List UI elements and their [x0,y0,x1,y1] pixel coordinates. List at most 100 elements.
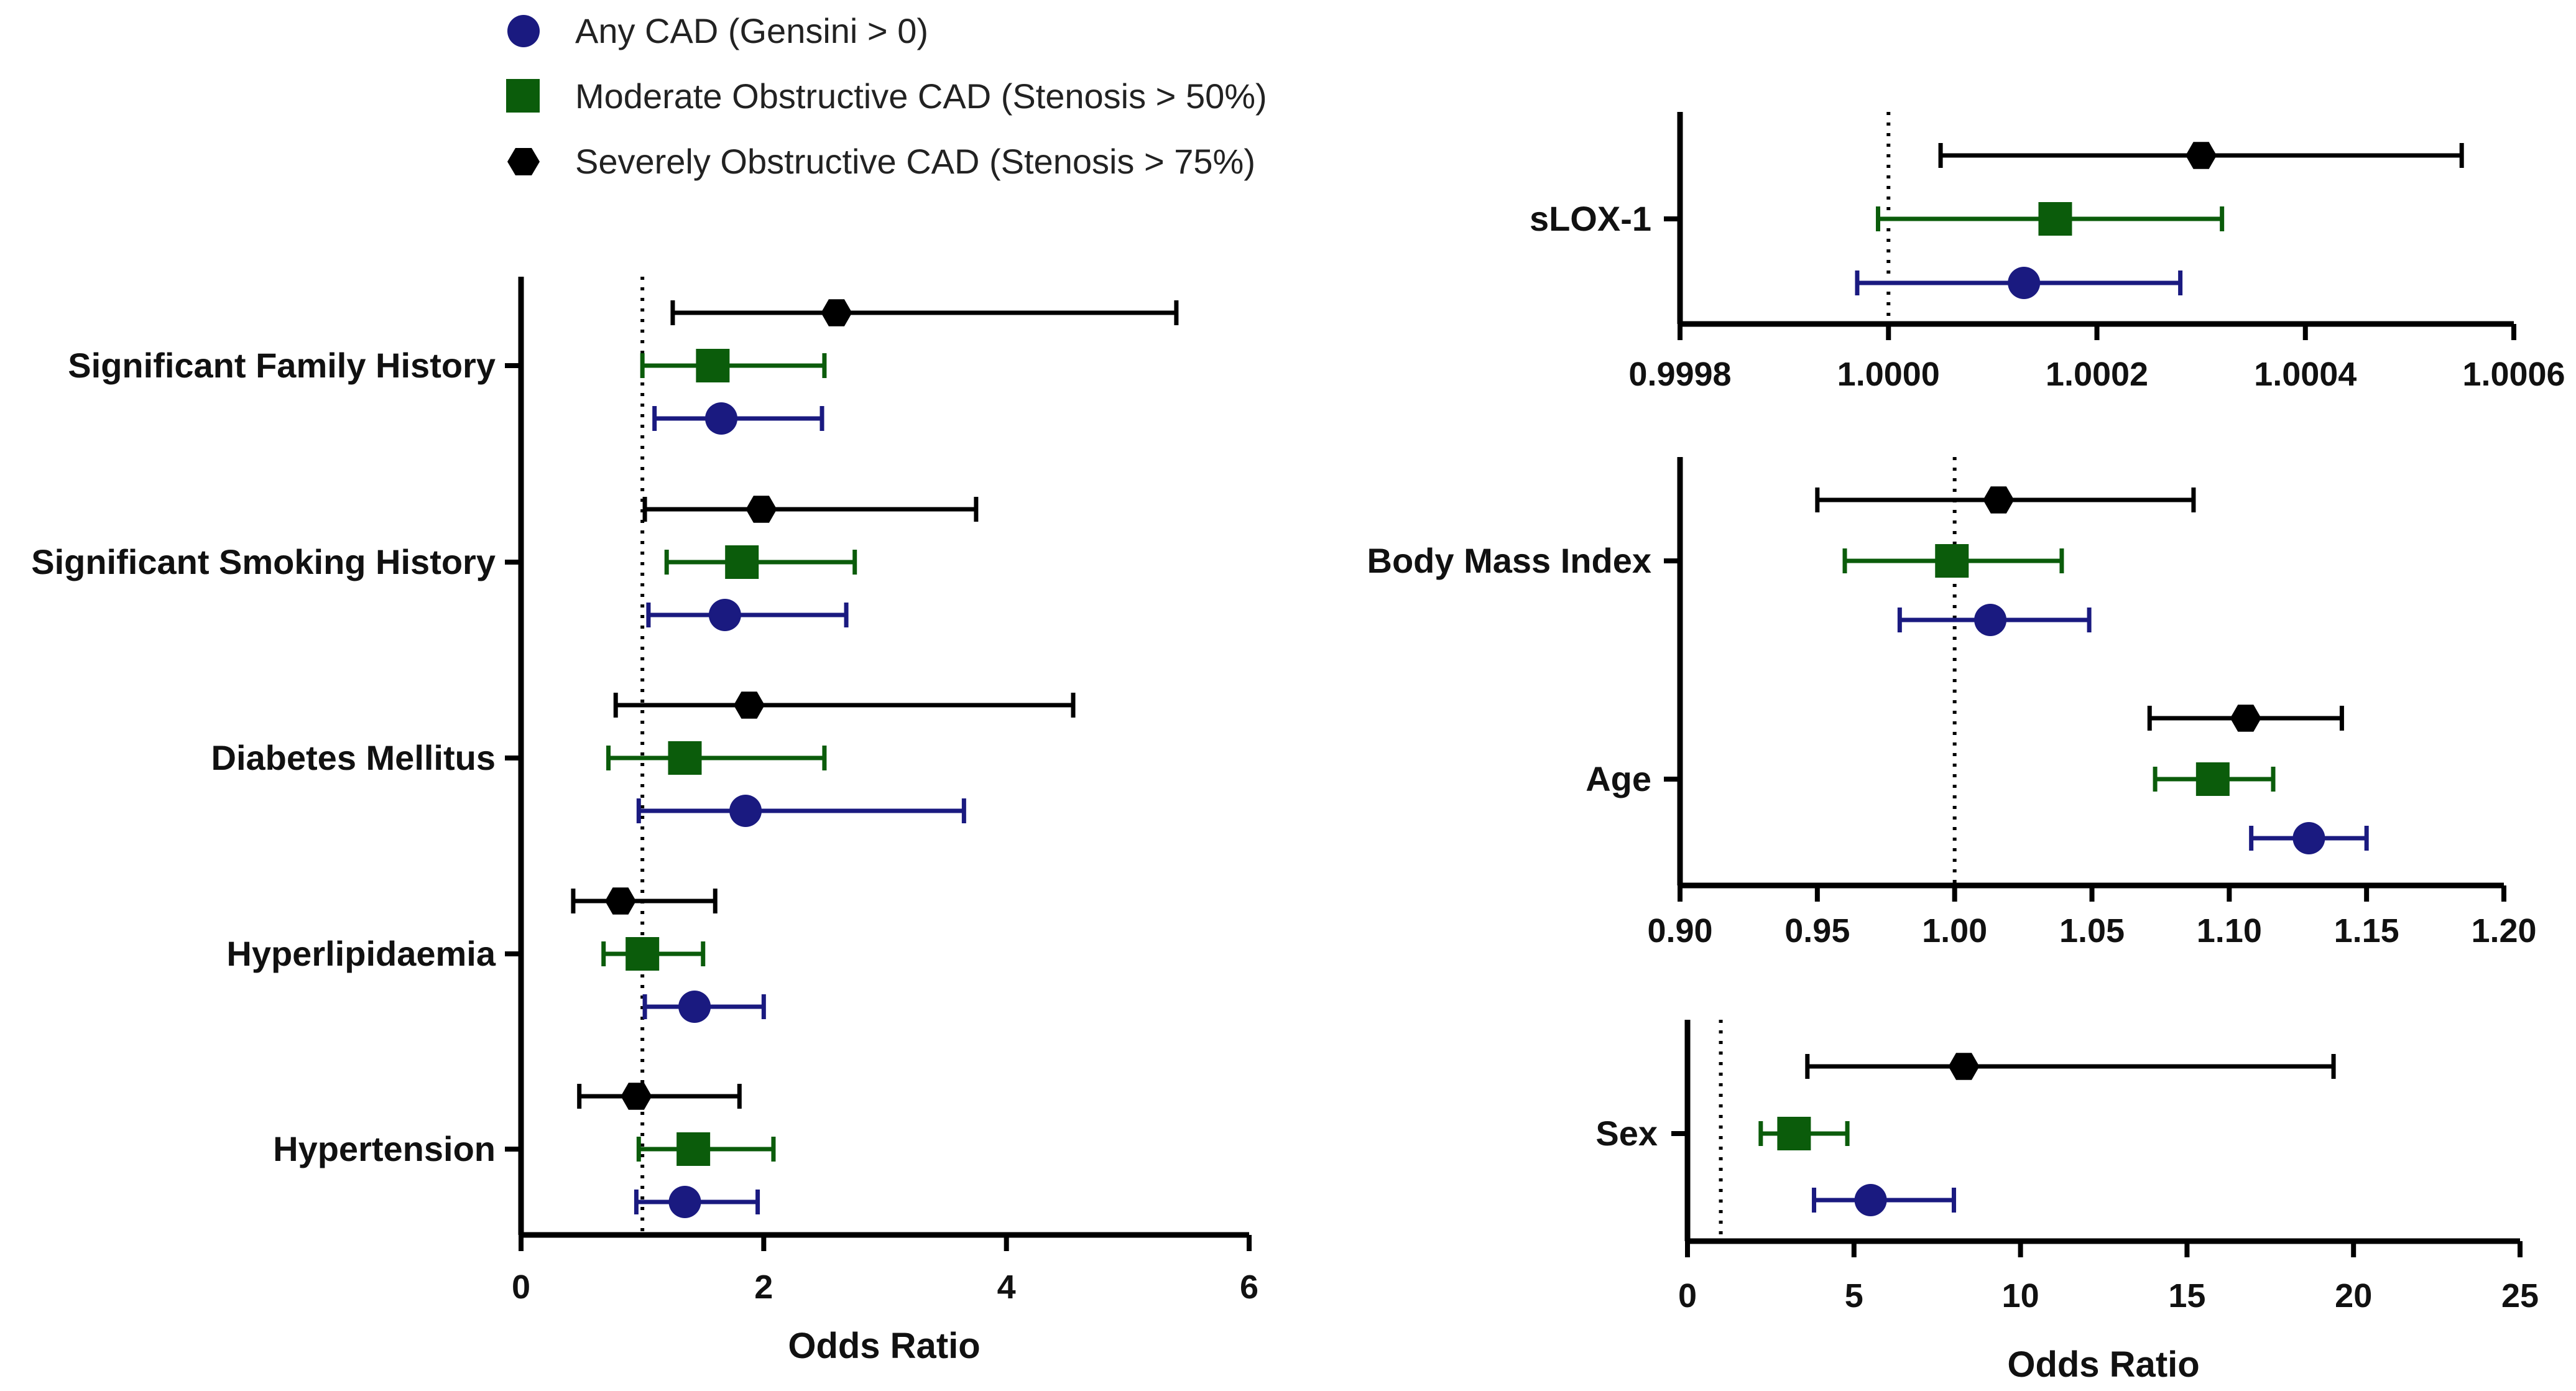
data-point-moderate_obstructive [1758,1117,1850,1150]
x-tick-labels: 0.9998 1.0000 1.0002 1.0004 1.0006 [1628,356,2565,393]
legend-label: Severely Obstructive CAD (Stenosis > 75%… [575,142,1255,181]
x-tick-label: 1.20 [2471,912,2536,950]
x-ticks [1685,1241,2523,1257]
category-label: Hypertension [273,1129,496,1168]
data-layer [571,299,1179,1218]
data-layer [1758,1053,2336,1216]
panel-slox1: 0.9998 1.0000 1.0002 1.0004 1.0006 sLOX-… [1530,112,2565,393]
data-point-any_cad [652,402,824,435]
marker-square [676,1132,711,1166]
marker-hexagon [621,1083,652,1110]
x-tick-label: 6 [1240,1269,1258,1306]
data-point-any_cad [1855,267,2183,299]
marker-circle [668,1186,701,1218]
legend-marker-hexagon [507,148,540,175]
x-tick-label: 20 [2335,1277,2372,1315]
data-point-any_cad [2249,822,2369,854]
marker-circle [1974,604,2007,636]
x-tick-label: 0.9998 [1628,356,1731,393]
marker-square [2038,202,2072,236]
data-point-moderate_obstructive [664,545,857,579]
category-label: Significant Smoking History [31,542,496,581]
data-point-severe_obstructive [670,299,1179,326]
x-tick-label: 25 [2501,1277,2539,1315]
legend-item-any-cad: Any CAD (Gensini > 0) [507,11,928,50]
x-ticks [519,1235,1252,1251]
x-tick-labels: 0 2 4 6 [512,1269,1258,1306]
data-point-any_cad [642,991,766,1023]
x-tick-label: 1.15 [2334,912,2399,950]
marker-circle [729,795,762,827]
marker-hexagon [746,496,777,523]
marker-square [668,741,702,775]
data-point-severe_obstructive [2147,705,2344,732]
category-labels: Body Mass Index Age [1367,541,1651,798]
marker-circle [2008,267,2041,299]
panel-sex: 0 5 10 15 20 25 Odds Ratio Sex [1595,1020,2539,1385]
category-label: Sex [1595,1114,1658,1153]
data-point-moderate_obstructive [601,937,706,971]
panel-risk-factors: 0 2 4 6 Odds Ratio Significant Family Hi… [31,277,1258,1366]
data-point-severe_obstructive [577,1083,742,1110]
x-tick-label: 1.0004 [2254,356,2357,393]
x-tick-label: 0.90 [1647,912,1712,950]
data-point-severe_obstructive [1815,486,2196,514]
category-label: sLOX-1 [1530,199,1651,238]
x-tick-label: 0 [1678,1277,1697,1315]
panel-bmi-age: 0.90 0.95 1.00 1.05 1.10 1.15 1.20 Body … [1367,457,2537,950]
marker-square [1935,544,1969,578]
data-point-any_cad [1897,604,2092,636]
marker-hexagon [1983,486,2015,514]
category-ticks [1664,558,1680,782]
x-tick-label: 0.95 [1784,912,1850,950]
legend-item-severe-obstructive: Severely Obstructive CAD (Stenosis > 75%… [507,142,1255,181]
data-point-moderate_obstructive [636,1132,776,1166]
data-point-moderate_obstructive [1875,202,2225,236]
legend-label: Moderate Obstructive CAD (Stenosis > 50%… [575,76,1267,116]
data-layer [1815,486,2369,854]
x-tick-label: 1.05 [2059,912,2125,950]
marker-square [725,545,759,579]
x-tick-label: 1.10 [2197,912,2262,950]
legend: Any CAD (Gensini > 0) Moderate Obstructi… [506,11,1267,181]
legend-item-moderate-obstructive: Moderate Obstructive CAD (Stenosis > 50%… [506,76,1267,116]
data-point-any_cad [1812,1184,1956,1216]
data-point-any_cad [646,599,849,631]
marker-hexagon [2186,142,2217,169]
category-label: Body Mass Index [1367,541,1651,580]
marker-hexagon [1948,1053,1980,1080]
marker-square [1777,1117,1811,1150]
category-label: Significant Family History [68,346,496,385]
data-point-severe_obstructive [1805,1053,2336,1080]
category-label: Age [1586,759,1651,798]
data-point-severe_obstructive [642,496,979,523]
x-tick-label: 4 [997,1269,1016,1306]
x-tick-labels: 0 5 10 15 20 25 [1678,1277,2539,1315]
category-ticks [505,363,521,1152]
x-tick-label: 10 [2002,1277,2039,1315]
x-tick-label: 5 [1845,1277,1863,1315]
marker-circle [1854,1184,1887,1216]
data-point-moderate_obstructive [2153,762,2276,796]
x-tick-label: 0 [512,1269,530,1306]
data-point-severe_obstructive [613,691,1076,719]
category-labels: Sex [1595,1114,1658,1153]
data-point-moderate_obstructive [606,741,827,775]
legend-marker-square [506,79,540,113]
category-label: Hyperlipidaemia [226,934,496,973]
data-point-moderate_obstructive [1842,544,2064,578]
category-label: Diabetes Mellitus [211,738,496,777]
marker-circle [678,991,711,1023]
legend-label: Any CAD (Gensini > 0) [575,11,928,50]
x-tick-label: 1.0002 [2046,356,2148,393]
marker-hexagon [2230,705,2261,732]
marker-hexagon [605,887,636,915]
marker-circle [2292,822,2325,854]
marker-square [696,349,730,382]
data-point-severe_obstructive [571,887,718,915]
data-layer [1855,142,2464,299]
x-ticks [1678,324,2516,340]
marker-circle [708,599,741,631]
legend-marker-circle [507,15,540,47]
